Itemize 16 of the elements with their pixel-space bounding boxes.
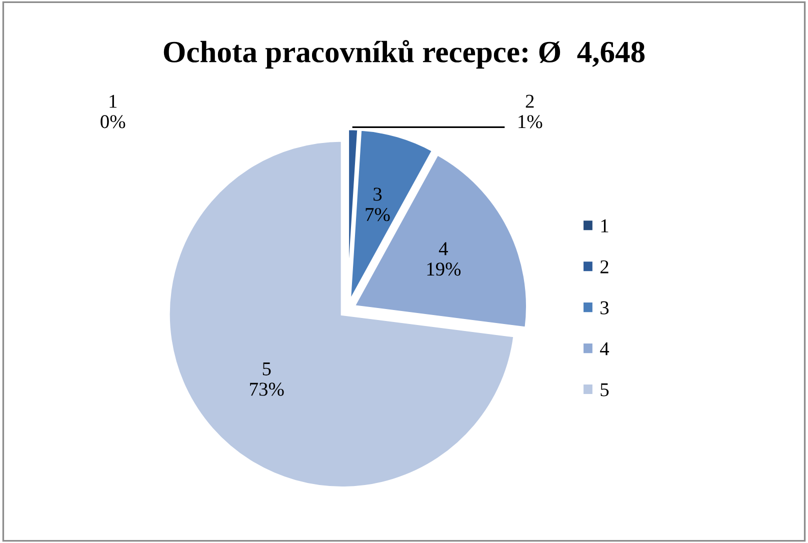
legend-label: 3	[600, 301, 609, 314]
legend-label: 1	[601, 219, 608, 232]
legend-label: 4	[600, 342, 610, 356]
data-label: 19%	[427, 262, 461, 276]
category-label: 1	[110, 94, 117, 108]
legend-label: 5	[600, 383, 609, 396]
data-label: 73%	[250, 382, 284, 396]
slice-label: 4	[438, 242, 448, 256]
chart-title: Ochota pracovníků recepce: Ø 4,648	[164, 40, 645, 69]
data-label: 1%	[518, 115, 542, 128]
slice-label: 3	[374, 188, 382, 201]
slice-label: 5	[262, 362, 271, 376]
data-label: 7%	[366, 208, 390, 222]
legend-label: 2	[600, 260, 608, 274]
text: 0%	[100, 115, 126, 128]
slice-label: 2	[526, 94, 534, 108]
